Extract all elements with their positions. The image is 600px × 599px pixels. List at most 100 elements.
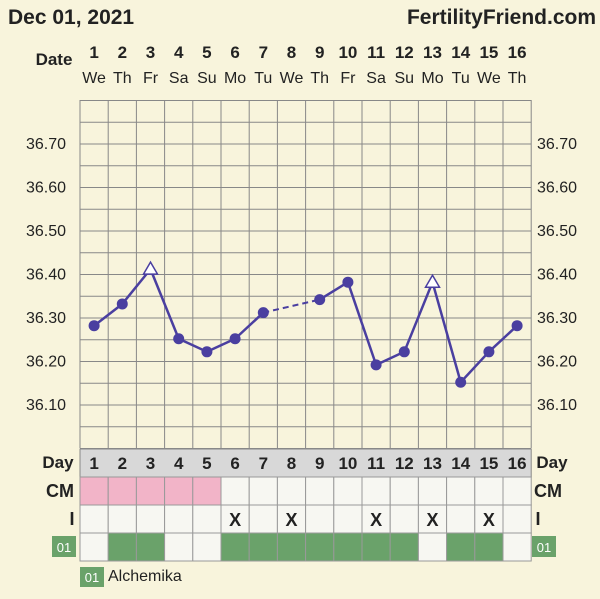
weekday-label: Sa [366, 70, 386, 87]
temp-segment [319, 281, 349, 301]
day-number: 7 [259, 454, 268, 473]
temp-segment [346, 281, 378, 366]
temp-point [88, 320, 100, 332]
ytick-left: 36.20 [26, 354, 66, 371]
weekday-label: Su [395, 70, 415, 87]
day-row-label-right: Day [536, 453, 568, 472]
day-row-label-left: Day [42, 453, 74, 472]
ytick-left: 36.60 [26, 180, 66, 197]
day-number: 2 [118, 454, 127, 473]
i-cell [192, 504, 222, 534]
date-label: 8 [287, 43, 296, 62]
temp-point [173, 333, 185, 345]
green-cell [79, 532, 109, 562]
temp-segment [403, 281, 434, 353]
temp-point [398, 346, 410, 358]
temp-point [455, 376, 467, 388]
date-label: 14 [451, 43, 470, 62]
temp-point [342, 276, 354, 288]
ytick-left: 36.30 [26, 310, 66, 327]
green-cell [220, 532, 250, 562]
cm-cell [164, 476, 194, 506]
cm-cell [107, 476, 137, 506]
weekday-label: Su [197, 70, 217, 87]
ytick-right: 36.40 [537, 267, 577, 284]
i-cell [79, 504, 109, 534]
cm-row-label-left: CM [46, 481, 74, 501]
temp-segment [488, 324, 518, 353]
i-mark: X [285, 510, 297, 530]
date-label: 5 [202, 43, 211, 62]
temp-point [257, 307, 269, 319]
cm-cell [135, 476, 166, 506]
day-number: 5 [202, 454, 211, 473]
weekday-label: We [82, 70, 106, 87]
date-label: 7 [259, 43, 268, 62]
i-mark: X [483, 510, 495, 530]
green-cell [305, 532, 335, 562]
weekday-label: Th [310, 70, 329, 87]
green-row-code-left [52, 536, 76, 557]
day-number: 13 [423, 454, 442, 473]
temp-point [511, 320, 523, 332]
i-cell [502, 504, 532, 534]
green-cell [192, 532, 222, 562]
day-number: 3 [146, 454, 155, 473]
green-cell [248, 532, 278, 562]
cm-cell [79, 476, 109, 506]
temp-point [201, 346, 213, 358]
temp-point-open [424, 273, 441, 288]
cm-cell [502, 476, 532, 506]
date-label: 16 [508, 43, 527, 62]
day-number: 8 [287, 454, 296, 473]
green-cell [474, 532, 504, 562]
i-row-label-right: I [535, 509, 540, 529]
temp-segment [149, 268, 180, 340]
green-row-code-right-text: 01 [537, 540, 551, 555]
weekday-label: Mo [421, 70, 443, 87]
i-cell [333, 504, 363, 534]
i-mark: X [229, 510, 241, 530]
i-mark: X [426, 510, 438, 530]
i-cell [248, 504, 278, 534]
temp-point [370, 359, 382, 371]
day-number: 12 [395, 454, 414, 473]
day-number: 9 [315, 454, 324, 473]
weekday-label: Th [508, 70, 527, 87]
day-number: 15 [479, 454, 498, 473]
temp-point [314, 294, 326, 306]
ytick-right: 36.10 [537, 397, 577, 414]
i-cell [389, 504, 419, 534]
green-cell [333, 532, 363, 562]
date-label: 13 [423, 43, 442, 62]
i-mark: X [370, 510, 382, 530]
cm-cell [305, 476, 335, 506]
date-label: 12 [395, 43, 414, 62]
temp-segment [431, 281, 462, 383]
day-row-bg [79, 448, 532, 478]
green-cell [164, 532, 194, 562]
day-number: 14 [451, 454, 470, 473]
date-label: 15 [479, 43, 498, 62]
ytick-right: 36.30 [537, 310, 577, 327]
green-cell [446, 532, 476, 562]
i-cell [135, 504, 166, 534]
temp-segment-dashed [263, 298, 320, 314]
green-cell [107, 532, 137, 562]
cm-cell [276, 476, 307, 506]
i-row-label-left: I [69, 509, 74, 529]
day-number: 11 [367, 454, 385, 473]
temp-segment [121, 268, 152, 305]
ytick-left: 36.50 [26, 223, 66, 240]
green-cell [361, 532, 391, 562]
green-row-code-left-text: 01 [57, 540, 71, 555]
ytick-right: 36.50 [537, 223, 577, 240]
legend: 01 Alchemika [80, 565, 182, 589]
cm-cell [474, 476, 504, 506]
green-row-code-right [532, 536, 556, 557]
date-label: 3 [146, 43, 155, 62]
date-label: 9 [315, 43, 324, 62]
ytick-right: 36.20 [537, 354, 577, 371]
